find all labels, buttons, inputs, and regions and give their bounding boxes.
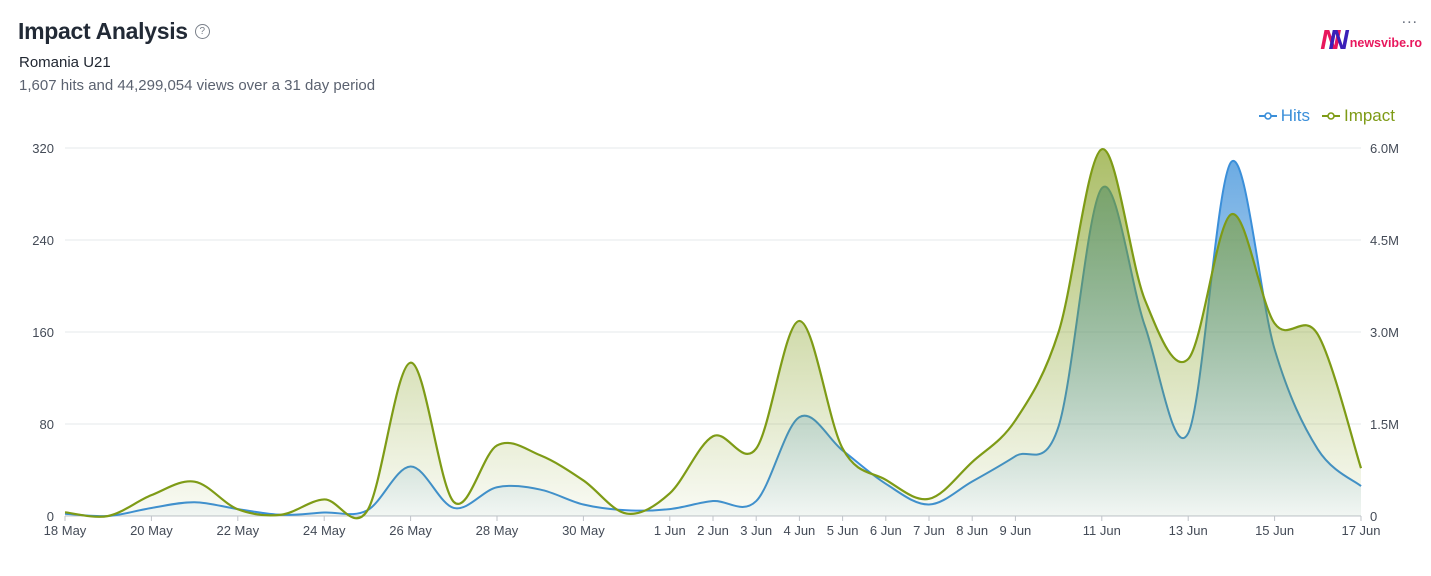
x-tick-label: 17 Jun [1341,523,1380,538]
y-left-tick-label: 0 [47,509,54,524]
legend-item-hits[interactable]: Hits [1258,106,1310,126]
x-tick-label: 6 Jun [870,523,902,538]
x-tick-label: 2 Jun [697,523,729,538]
x-tick-label: 20 May [130,523,173,538]
legend-hits-symbol [1258,112,1277,120]
x-tick-label: 4 Jun [783,523,815,538]
brand-mark-icon: NN [1320,24,1349,55]
legend-item-impact[interactable]: Impact [1321,106,1395,126]
x-tick-label: 24 May [303,523,346,538]
x-tick-label: 18 May [44,523,87,538]
chart-subtitle: Romania U21 [19,54,111,71]
y-right-tick-label: 0 [1370,509,1377,524]
impact-line [64,148,1363,520]
x-tick-label: 11 Jun [1083,523,1121,538]
brand-text: newsvibe.ro [1349,36,1422,50]
chart-legend: Hits Impact [1258,106,1395,126]
x-tick-label: 5 Jun [827,523,859,538]
x-tick-label: 7 Jun [913,523,945,538]
x-tick-label: 15 Jun [1255,523,1294,538]
y-left-tick-label: 160 [32,325,54,340]
x-tick-label: 26 May [389,523,432,538]
y-left-tick-label: 240 [32,233,54,248]
impact-area [65,149,1361,519]
legend-impact-label: Impact [1343,106,1395,125]
chart-summary: 1,607 hits and 44,299,054 views over a 3… [19,77,376,94]
x-tick-label: 1 Jun [654,523,686,538]
x-tick-label: 9 Jun [999,523,1031,538]
y-right-tick-label: 3.0M [1370,325,1399,340]
y-left-tick-label: 320 [32,141,54,156]
x-tick-label: 30 May [562,523,605,538]
y-right-tick-label: 6.0M [1370,141,1399,156]
y-left-tick-label: 80 [40,417,54,432]
legend-impact-symbol [1321,112,1340,120]
x-tick-label: 13 Jun [1169,523,1208,538]
x-tick-label: 3 Jun [740,523,772,538]
page-title: Impact Analysis [18,18,188,44]
help-icon[interactable]: ? [194,24,210,39]
brand-logo: NN newsvibe.ro [1320,26,1422,54]
y-right-tick-label: 1.5M [1370,417,1399,432]
x-tick-label: 28 May [476,523,519,538]
more-options-icon[interactable]: ... [1401,10,1418,27]
x-tick-label: 22 May [216,523,259,538]
x-tick-label: 8 Jun [956,523,988,538]
y-right-tick-label: 4.5M [1370,233,1399,248]
title-row: Impact Analysis ? [18,18,210,45]
legend-hits-label: Hits [1280,106,1310,125]
